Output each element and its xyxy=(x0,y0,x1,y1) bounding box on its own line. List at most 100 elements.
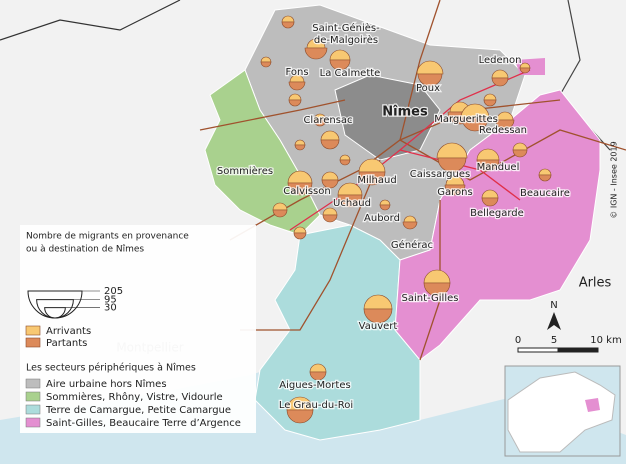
departures-symbol xyxy=(321,179,339,189)
arrivals-symbol xyxy=(403,215,417,223)
departures-symbol xyxy=(322,214,338,223)
place-label: Ledenon xyxy=(479,55,522,66)
departures-symbol xyxy=(320,139,340,150)
departures-symbol xyxy=(339,159,351,166)
arrivals-symbol xyxy=(309,363,327,373)
arrivals-symbol xyxy=(321,171,339,181)
motorways xyxy=(289,69,531,231)
departures-symbol xyxy=(288,99,302,107)
scale-bar xyxy=(517,347,559,353)
place-label: La Calmette xyxy=(320,68,381,79)
arrivals-symbol xyxy=(329,49,351,61)
place-label: de-Malgoirès xyxy=(314,34,378,46)
inset-location xyxy=(585,398,600,412)
legend-size-label: 95 xyxy=(104,295,117,306)
departures-symbol xyxy=(272,209,288,218)
arrivals-symbol xyxy=(538,168,552,176)
departures-symbol xyxy=(512,149,528,158)
legend-label: Terre de Camargue, Petite Camargue xyxy=(45,405,231,416)
legend-size-label: 30 xyxy=(104,303,117,314)
arrivals-symbol xyxy=(445,175,465,186)
arrivals-symbol xyxy=(483,93,497,101)
arrivals-symbol xyxy=(436,142,468,159)
legend-swatch xyxy=(25,417,41,428)
legend-label: Arrivants xyxy=(46,326,91,337)
place-label: Vauvert xyxy=(359,321,398,332)
departures-symbol xyxy=(491,77,509,87)
departures-symbol xyxy=(287,182,313,196)
departures-symbol xyxy=(304,47,328,60)
place-label: Redessan xyxy=(479,125,527,136)
place-label: Poux xyxy=(416,83,440,94)
sector-sommieres xyxy=(204,69,321,236)
place-label: Bellegarde xyxy=(470,208,524,219)
place-label: Uchaud xyxy=(333,198,371,209)
arrivals-symbol xyxy=(320,130,340,141)
city-label: Arles xyxy=(579,276,612,291)
place-label: Nîmes xyxy=(382,105,428,120)
scale-label: 10 km xyxy=(590,335,621,346)
arrivals-symbol xyxy=(289,74,305,83)
legend-swatch xyxy=(25,404,41,415)
arrivals-symbol xyxy=(423,269,451,284)
roads xyxy=(199,0,626,361)
arrivals-symbol xyxy=(286,396,314,411)
arrivals-symbol xyxy=(322,207,338,216)
arrivals-symbol xyxy=(272,202,288,211)
departures-symbol xyxy=(461,117,489,132)
arrivals-symbol xyxy=(293,226,307,234)
border xyxy=(0,0,181,41)
legend-label: Partants xyxy=(46,338,87,349)
departures-symbol xyxy=(294,144,306,151)
arrivals-symbol xyxy=(481,189,499,199)
arrivals-symbol xyxy=(337,182,363,196)
departures-symbol xyxy=(417,73,443,87)
legend-swatch xyxy=(25,391,41,402)
arrivals-symbol xyxy=(496,111,514,121)
place-label: Manduel xyxy=(477,162,520,173)
place-label: Garons xyxy=(437,187,472,198)
departures-symbol xyxy=(337,194,363,208)
departures-symbol xyxy=(519,67,531,74)
departures-symbol xyxy=(293,232,307,240)
place-label: Saint-Géniès- xyxy=(312,22,380,34)
arrivals-symbol xyxy=(358,158,386,173)
place-label: Calvisson xyxy=(283,186,330,197)
arrivals-symbol xyxy=(476,148,500,161)
departures-symbol xyxy=(538,174,552,182)
departures-symbol xyxy=(288,81,306,91)
arrivals-symbol xyxy=(363,294,393,310)
legend-label: Saint-Gilles, Beaucaire Terre d’Argence xyxy=(46,418,241,429)
scale-bar xyxy=(557,347,599,353)
place-label: Milhaud xyxy=(357,175,396,186)
place-label: Sommières xyxy=(217,165,273,177)
departures-symbol xyxy=(281,21,295,29)
place-label: Beaucaire xyxy=(520,188,570,199)
place-label: Clarensac xyxy=(303,115,352,126)
north-arrow xyxy=(547,312,561,330)
credit: © IGN - Insee 2019 xyxy=(610,141,619,218)
departures-symbol xyxy=(260,61,272,68)
legend-label: Sommières, Rhôny, Vistre, Vidourle xyxy=(46,391,223,403)
arrivals-symbol xyxy=(491,69,509,79)
north-label: N xyxy=(550,300,557,311)
departures-symbol xyxy=(402,221,418,230)
place-label: Caissargues xyxy=(410,169,470,180)
departures-symbol xyxy=(437,157,467,173)
departures-symbol xyxy=(423,282,451,297)
legend-size xyxy=(44,307,66,319)
sector-camargue xyxy=(254,224,421,441)
departures-symbol xyxy=(313,119,327,127)
departures-symbol xyxy=(483,99,497,107)
legend-swatch xyxy=(25,337,41,348)
arrivals-symbol xyxy=(416,60,444,75)
scale-label: 0 xyxy=(515,335,521,346)
arrivals-symbol xyxy=(281,15,295,23)
departures-symbol xyxy=(309,371,327,381)
legend-title: Nombre de migrants en provenance xyxy=(26,232,189,242)
legend-swatch xyxy=(25,378,41,389)
place-label: Le Grau-du-Roi xyxy=(279,400,353,411)
place-label: Saint-Gilles xyxy=(402,293,459,304)
scale-label: 5 xyxy=(551,335,557,346)
